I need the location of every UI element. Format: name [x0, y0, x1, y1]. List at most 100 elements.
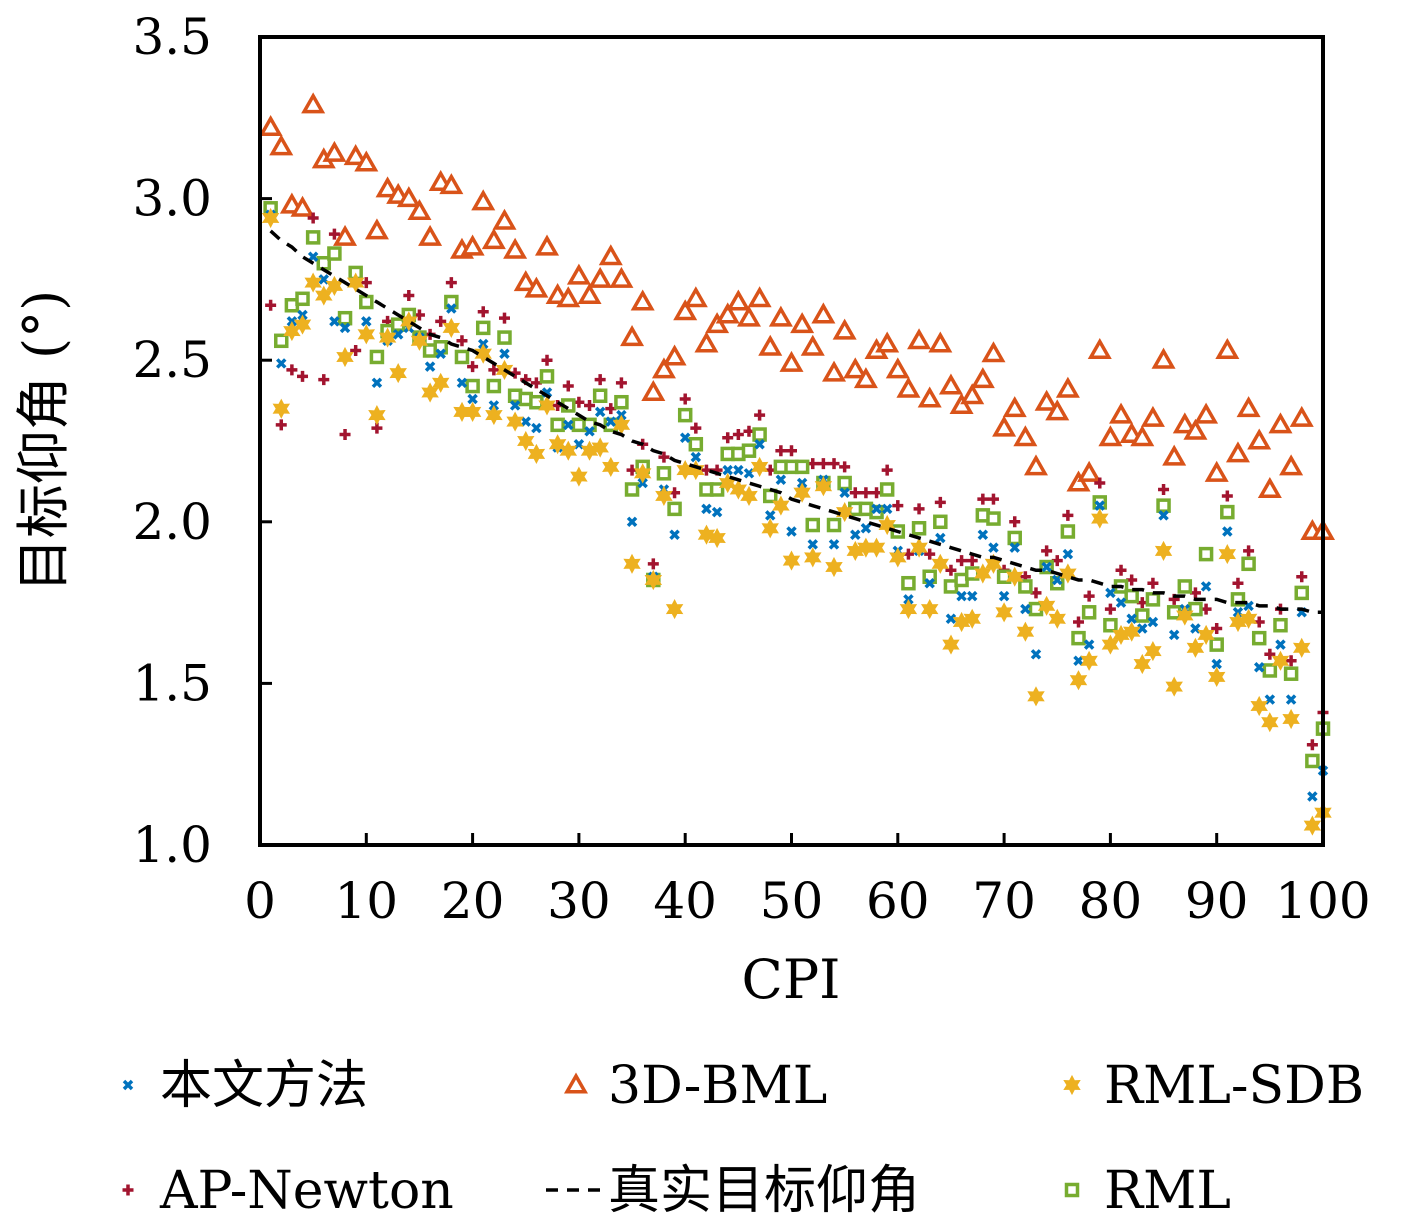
- data-point: [591, 437, 609, 458]
- data-point: [1282, 708, 1300, 730]
- data-point: [817, 458, 829, 470]
- data-point: [1145, 592, 1161, 607]
- data-point: [548, 434, 567, 455]
- data-point: [683, 286, 708, 308]
- x-tick-label: 0: [244, 872, 276, 930]
- data-point: [329, 316, 340, 327]
- data-point: [488, 364, 500, 376]
- data-point: [931, 553, 950, 574]
- data-point: [1147, 577, 1159, 589]
- data-point: [1165, 676, 1183, 697]
- data-point: [875, 331, 900, 353]
- data-point: [584, 399, 596, 411]
- data-point: [928, 331, 953, 353]
- data-point: [286, 364, 298, 376]
- data-point: [651, 357, 676, 379]
- data-point: [550, 417, 565, 433]
- y-tick-label: 1.0: [132, 816, 212, 874]
- data-point: [726, 289, 751, 311]
- data-point: [566, 263, 591, 285]
- series-5: [263, 201, 1331, 769]
- data-point: [594, 374, 606, 386]
- data-point: [761, 518, 779, 539]
- data-point: [1103, 617, 1118, 633]
- data-point: [339, 429, 351, 441]
- data-point: [1253, 662, 1265, 673]
- data-point: [998, 590, 1010, 602]
- data-point: [1232, 577, 1244, 589]
- data-point: [524, 276, 549, 298]
- data-point: [1094, 477, 1106, 489]
- data-point: [328, 228, 340, 240]
- data-point: [752, 427, 767, 442]
- data-point: [966, 590, 978, 602]
- data-point: [1168, 629, 1180, 641]
- data-point: [301, 92, 326, 114]
- data-point: [1198, 546, 1214, 562]
- data-point: [307, 212, 319, 224]
- data-point: [570, 466, 588, 487]
- data-point: [729, 479, 748, 500]
- data-point: [1264, 694, 1276, 705]
- data-point: [754, 409, 766, 421]
- data-point: [828, 539, 840, 550]
- data-point: [708, 527, 726, 549]
- data-point: [758, 334, 783, 356]
- data-point: [371, 377, 383, 389]
- data-point: [913, 503, 925, 515]
- data-point: [471, 189, 496, 211]
- data-point: [892, 500, 904, 512]
- data-point: [1023, 454, 1049, 476]
- data-point: [747, 286, 772, 308]
- legend-item: RML-SDB: [1063, 1056, 1364, 1116]
- data-point: [960, 383, 985, 405]
- x-tick-label: 10: [334, 872, 398, 930]
- data-point: [354, 150, 379, 172]
- data-point: [360, 277, 372, 289]
- y-tick-label: 2.0: [132, 493, 212, 551]
- data-point: [1236, 396, 1261, 418]
- legend-label: AP-Newton: [159, 1161, 454, 1221]
- data-point: [1126, 613, 1137, 624]
- x-tick-label: 80: [1079, 872, 1143, 930]
- data-point: [1204, 460, 1229, 482]
- data-point: [942, 634, 960, 655]
- data-point: [687, 460, 705, 481]
- data-point: [276, 358, 287, 369]
- data-point: [364, 218, 389, 240]
- data-point: [322, 140, 347, 162]
- data-point: [315, 285, 333, 306]
- legend-triangle-icon: [563, 1072, 589, 1094]
- data-point: [265, 299, 277, 311]
- data-point: [1077, 460, 1102, 482]
- data-point: [1230, 592, 1246, 607]
- data-point: [626, 516, 638, 528]
- data-point: [1268, 412, 1293, 434]
- plot-frame: [258, 35, 1325, 847]
- data-point: [269, 134, 294, 156]
- legend-item: 3D-BML: [563, 1056, 827, 1116]
- data-point: [588, 266, 613, 288]
- data-point: [669, 529, 680, 540]
- data-point: [981, 341, 1006, 363]
- data-point: [1275, 639, 1286, 650]
- data-point: [336, 346, 354, 368]
- data-point: [662, 344, 687, 366]
- data-point: [1151, 347, 1176, 369]
- data-point: [389, 363, 407, 384]
- data-point: [768, 305, 793, 327]
- data-point: [1124, 588, 1139, 604]
- data-point: [825, 556, 843, 578]
- data-point: [274, 333, 289, 349]
- series-2: [261, 207, 1332, 836]
- data-point: [705, 312, 730, 334]
- data-point: [620, 325, 645, 347]
- data-point: [538, 395, 556, 416]
- data-point: [1101, 634, 1120, 655]
- data-point: [986, 511, 1001, 526]
- data-point: [1104, 603, 1116, 615]
- data-point: [1037, 595, 1056, 616]
- data-point: [497, 330, 512, 345]
- data-point: [467, 393, 478, 405]
- data-point: [1030, 649, 1042, 660]
